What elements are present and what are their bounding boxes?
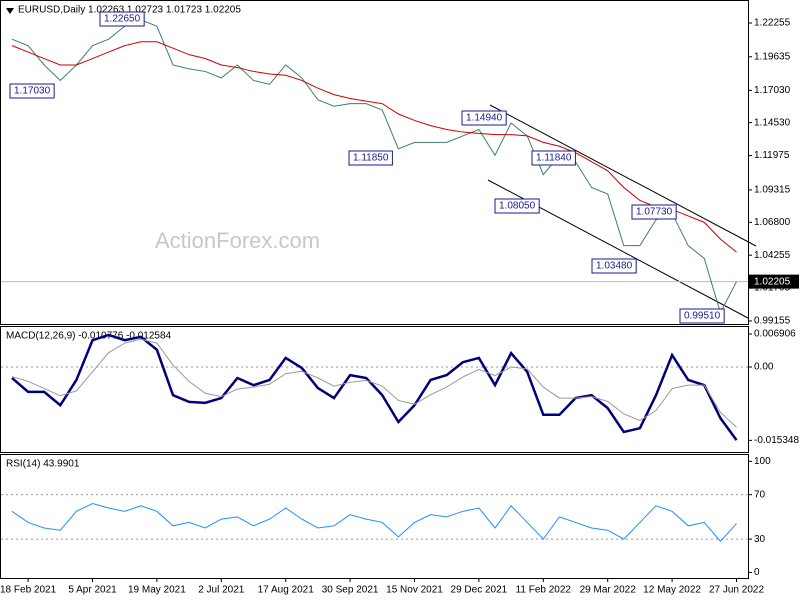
- current-price-label: 1.02205: [754, 276, 791, 287]
- x-tick-label: 11 Feb 2022: [516, 585, 572, 596]
- annotation-label: 0.99510: [684, 311, 721, 322]
- price-panel: [0, 0, 749, 325]
- y-tick-label: 1.11975: [754, 150, 790, 161]
- x-tick-label: 17 Aug 2021: [258, 585, 315, 596]
- watermark: ActionForex.com: [155, 228, 320, 253]
- y-tick-label: 0.00: [754, 362, 774, 373]
- annotation-box: [591, 258, 637, 274]
- annotation-box: [679, 308, 725, 324]
- x-tick-label: 19 May 2021: [128, 585, 186, 596]
- y-tick-label: 0: [754, 567, 760, 578]
- y-tick-label: 1.22255: [754, 18, 791, 29]
- annotation-label: 1.22650: [104, 14, 141, 25]
- x-tick-label: 18 Feb 2021: [0, 585, 57, 596]
- annotation-label: 1.11840: [536, 153, 572, 164]
- y-tick-label: 1.09315: [754, 185, 791, 196]
- x-tick-label: 5 Apr 2021: [68, 585, 117, 596]
- y-tick-label: -0.015348: [754, 435, 799, 446]
- annotation-box: [494, 198, 540, 214]
- x-tick-label: 29 Mar 2022: [580, 585, 637, 596]
- x-tick-label: 30 Sep 2021: [322, 585, 379, 596]
- y-tick-label: 1.14530: [754, 117, 791, 128]
- annotation-box: [99, 11, 145, 27]
- annotation-box: [348, 150, 393, 166]
- current-price-box: [749, 274, 799, 289]
- y-tick-label: 100: [754, 456, 771, 467]
- x-tick-label: 2 Jul 2021: [198, 585, 245, 596]
- annotation-label: 1.17030: [14, 86, 51, 97]
- annotation-label: 1.11850: [353, 153, 389, 164]
- annotation-label: 1.07730: [636, 207, 673, 218]
- price-title: EURUSD,Daily 1.02263 1.02723 1.01723 1.0…: [18, 5, 241, 16]
- annotation-box: [9, 83, 55, 99]
- series-line: [11, 41, 737, 253]
- macd-panel: [0, 326, 749, 453]
- series-line: [11, 333, 738, 441]
- series-line: [11, 338, 737, 428]
- annotation-label: 1.03480: [596, 261, 633, 272]
- rsi-title: RSI(14) 43.9901: [6, 459, 80, 470]
- x-tick-label: 15 Nov 2021: [386, 585, 443, 596]
- macd-title: MACD(12,26,9) -0.010776 -0.012584: [6, 331, 172, 342]
- y-tick-label: 30: [754, 534, 766, 545]
- x-tick-label: 29 Dec 2021: [451, 585, 508, 596]
- y-tick-label: 0.99155: [754, 316, 791, 327]
- annotation-box: [531, 150, 576, 166]
- annotation-box: [461, 110, 507, 126]
- y-tick-label: 1.19635: [754, 51, 791, 62]
- x-tick-label: 12 May 2022: [643, 585, 701, 596]
- y-tick-label: 1.17030: [754, 85, 791, 96]
- y-tick-label: 1.06800: [754, 217, 791, 228]
- y-tick-label: 70: [754, 489, 766, 500]
- annotation-label: 1.08050: [499, 201, 536, 212]
- annotation-box: [631, 204, 677, 220]
- channel-upper: [489, 104, 757, 247]
- annotation-label: 1.14940: [466, 113, 503, 124]
- y-tick-label: 0.006906: [754, 329, 796, 340]
- series-line: [11, 503, 737, 543]
- x-tick-label: 27 Jun 2022: [709, 585, 764, 596]
- rsi-panel: [0, 454, 749, 579]
- dropdown-arrow: [6, 8, 14, 14]
- y-tick-label: 1.04255: [754, 250, 791, 261]
